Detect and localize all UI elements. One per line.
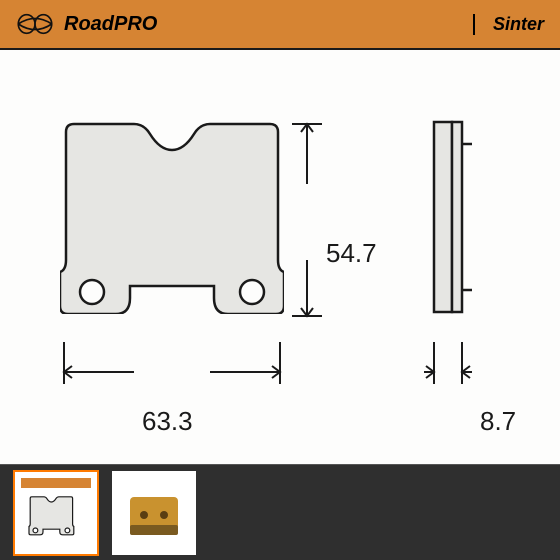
dim-width-lines [60,340,284,386]
dim-thick-label: 8.7 [480,406,516,437]
brand-suffix: PRO [114,13,157,35]
brake-pad-side-icon [432,120,472,314]
brand-name: RoadPRO [64,13,157,36]
product-type-label: Sinter [473,14,544,35]
header-left: RoadPRO [16,11,157,37]
brake-pad-front-icon [60,120,284,314]
dim-height-lines [290,120,324,320]
dim-thick-lines [424,340,480,386]
thumbnail[interactable] [112,471,196,555]
product-header: RoadPRO Sinter [0,0,560,48]
thumbnail-bar [0,464,560,560]
thumbnail[interactable] [14,471,98,555]
dim-height-label: 54.7 [326,238,377,269]
brand-prefix: Road [64,13,114,35]
brand-logo-icon [16,11,54,37]
dim-width-label: 63.3 [142,406,193,437]
